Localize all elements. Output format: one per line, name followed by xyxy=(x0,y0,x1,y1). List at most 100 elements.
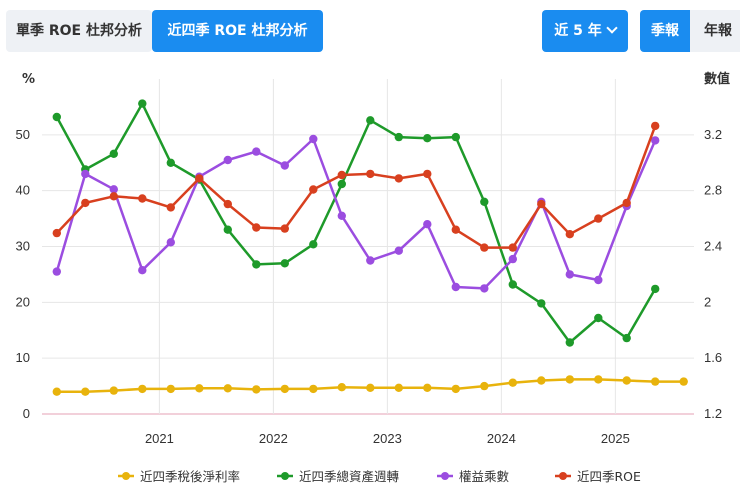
data-point-equity_multiplier xyxy=(594,275,603,285)
data-point-roe xyxy=(508,243,517,252)
data-point-net_margin xyxy=(81,387,90,396)
data-point-roe xyxy=(594,214,603,223)
data-point-net_margin xyxy=(366,383,375,392)
series-line-roe xyxy=(55,125,657,249)
data-point-net_margin xyxy=(508,378,517,387)
data-point-equity_multiplier xyxy=(366,256,375,265)
data-point-asset_turnover xyxy=(138,99,147,108)
data-point-roe xyxy=(622,198,631,208)
right-tick-label: 2.8 xyxy=(704,183,722,198)
data-point-asset_turnover xyxy=(309,240,318,249)
data-point-asset_turnover xyxy=(280,259,289,268)
x-tick-label: 2022 xyxy=(259,431,288,446)
data-point-roe xyxy=(565,230,574,239)
right-tick-label: 3.2 xyxy=(704,127,722,142)
data-point-equity_multiplier xyxy=(52,267,61,276)
data-point-net_margin xyxy=(337,383,346,392)
data-point-net_margin xyxy=(195,384,204,393)
data-point-equity_multiplier xyxy=(651,136,660,145)
left-axis-unit: % xyxy=(22,72,35,87)
data-point-equity_multiplier xyxy=(451,282,460,292)
legend-label: 近四季ROE xyxy=(577,469,641,484)
annual-button[interactable]: 年報 xyxy=(690,10,740,52)
data-point-equity_multiplier xyxy=(337,211,346,220)
data-point-equity_multiplier xyxy=(109,185,119,194)
data-point-asset_turnover xyxy=(480,197,489,206)
data-point-roe xyxy=(138,194,147,203)
data-point-net_margin xyxy=(480,381,489,391)
legend-swatch-dot xyxy=(559,472,567,480)
data-point-asset_turnover xyxy=(565,338,574,347)
data-point-roe xyxy=(223,199,232,209)
legend-label: 近四季總資產週轉 xyxy=(299,469,400,484)
right-axis-unit: 數值 xyxy=(704,71,730,87)
data-point-equity_multiplier xyxy=(166,238,175,247)
data-point-roe xyxy=(423,169,432,179)
data-point-asset_turnover xyxy=(109,149,119,158)
data-point-asset_turnover xyxy=(622,333,631,343)
data-point-asset_turnover xyxy=(537,299,546,308)
data-point-roe xyxy=(451,225,460,234)
data-point-asset_turnover xyxy=(252,260,261,269)
tab-single-quarter-roe[interactable]: 單季 ROE 杜邦分析 xyxy=(6,10,152,52)
data-point-net_margin xyxy=(252,385,261,394)
left-tick-label: 0 xyxy=(23,406,30,421)
right-tick-label: 2 xyxy=(704,294,711,309)
data-point-net_margin xyxy=(622,376,631,385)
data-point-asset_turnover xyxy=(223,225,232,234)
data-point-net_margin xyxy=(109,386,119,395)
data-point-roe xyxy=(109,192,119,201)
data-point-equity_multiplier xyxy=(138,266,147,275)
data-point-net_margin xyxy=(651,377,660,386)
x-tick-label: 2025 xyxy=(601,431,630,446)
data-point-equity_multiplier xyxy=(394,246,403,255)
data-point-roe xyxy=(651,121,660,131)
quarterly-button[interactable]: 季報 xyxy=(640,10,690,52)
left-tick-label: 10 xyxy=(16,350,30,365)
tab-rolling-four-quarter-roe[interactable]: 近四季 ROE 杜邦分析 xyxy=(152,10,323,52)
x-tick-label: 2024 xyxy=(487,431,516,446)
data-point-net_margin xyxy=(223,384,232,393)
data-point-roe xyxy=(52,228,61,238)
data-point-roe xyxy=(480,243,489,252)
data-point-roe xyxy=(252,223,261,232)
data-point-asset_turnover xyxy=(451,132,460,142)
data-point-net_margin xyxy=(138,384,147,394)
data-point-asset_turnover xyxy=(337,179,346,189)
data-point-net_margin xyxy=(394,383,403,392)
legend-swatch-dot xyxy=(441,472,449,480)
data-point-asset_turnover xyxy=(52,112,61,122)
data-point-roe xyxy=(195,174,204,183)
data-point-net_margin xyxy=(565,375,574,384)
left-tick-label: 50 xyxy=(16,127,30,142)
legend-swatch-dot xyxy=(281,472,289,480)
data-point-equity_multiplier xyxy=(81,169,90,179)
data-point-equity_multiplier xyxy=(480,284,489,293)
data-point-net_margin xyxy=(679,377,688,386)
data-point-equity_multiplier xyxy=(252,147,261,156)
data-point-equity_multiplier xyxy=(565,270,574,279)
data-point-roe xyxy=(394,174,403,183)
data-point-net_margin xyxy=(594,375,603,384)
data-point-asset_turnover xyxy=(366,116,375,125)
period-label: 近 5 年 xyxy=(554,23,602,39)
left-tick-label: 20 xyxy=(16,294,30,309)
toolbar: 單季 ROE 杜邦分析 近四季 ROE 杜邦分析 近 5 年 季報 年報 xyxy=(6,10,740,52)
legend-label: 近四季稅後淨利率 xyxy=(140,469,240,484)
data-point-roe xyxy=(537,199,546,209)
data-point-equity_multiplier xyxy=(309,134,318,144)
data-point-asset_turnover xyxy=(166,158,175,167)
data-point-equity_multiplier xyxy=(223,155,232,165)
data-point-asset_turnover xyxy=(651,284,660,294)
series-line-asset_turnover xyxy=(55,102,657,344)
data-point-equity_multiplier xyxy=(508,254,517,264)
series-line-equity_multiplier xyxy=(55,137,657,290)
data-point-asset_turnover xyxy=(423,134,432,143)
data-point-asset_turnover xyxy=(594,313,603,323)
data-point-net_margin xyxy=(280,384,289,394)
left-tick-label: 40 xyxy=(16,183,30,198)
period-dropdown[interactable]: 近 5 年 xyxy=(542,10,628,52)
data-point-roe xyxy=(166,203,175,212)
legend-swatch-dot xyxy=(122,472,130,480)
